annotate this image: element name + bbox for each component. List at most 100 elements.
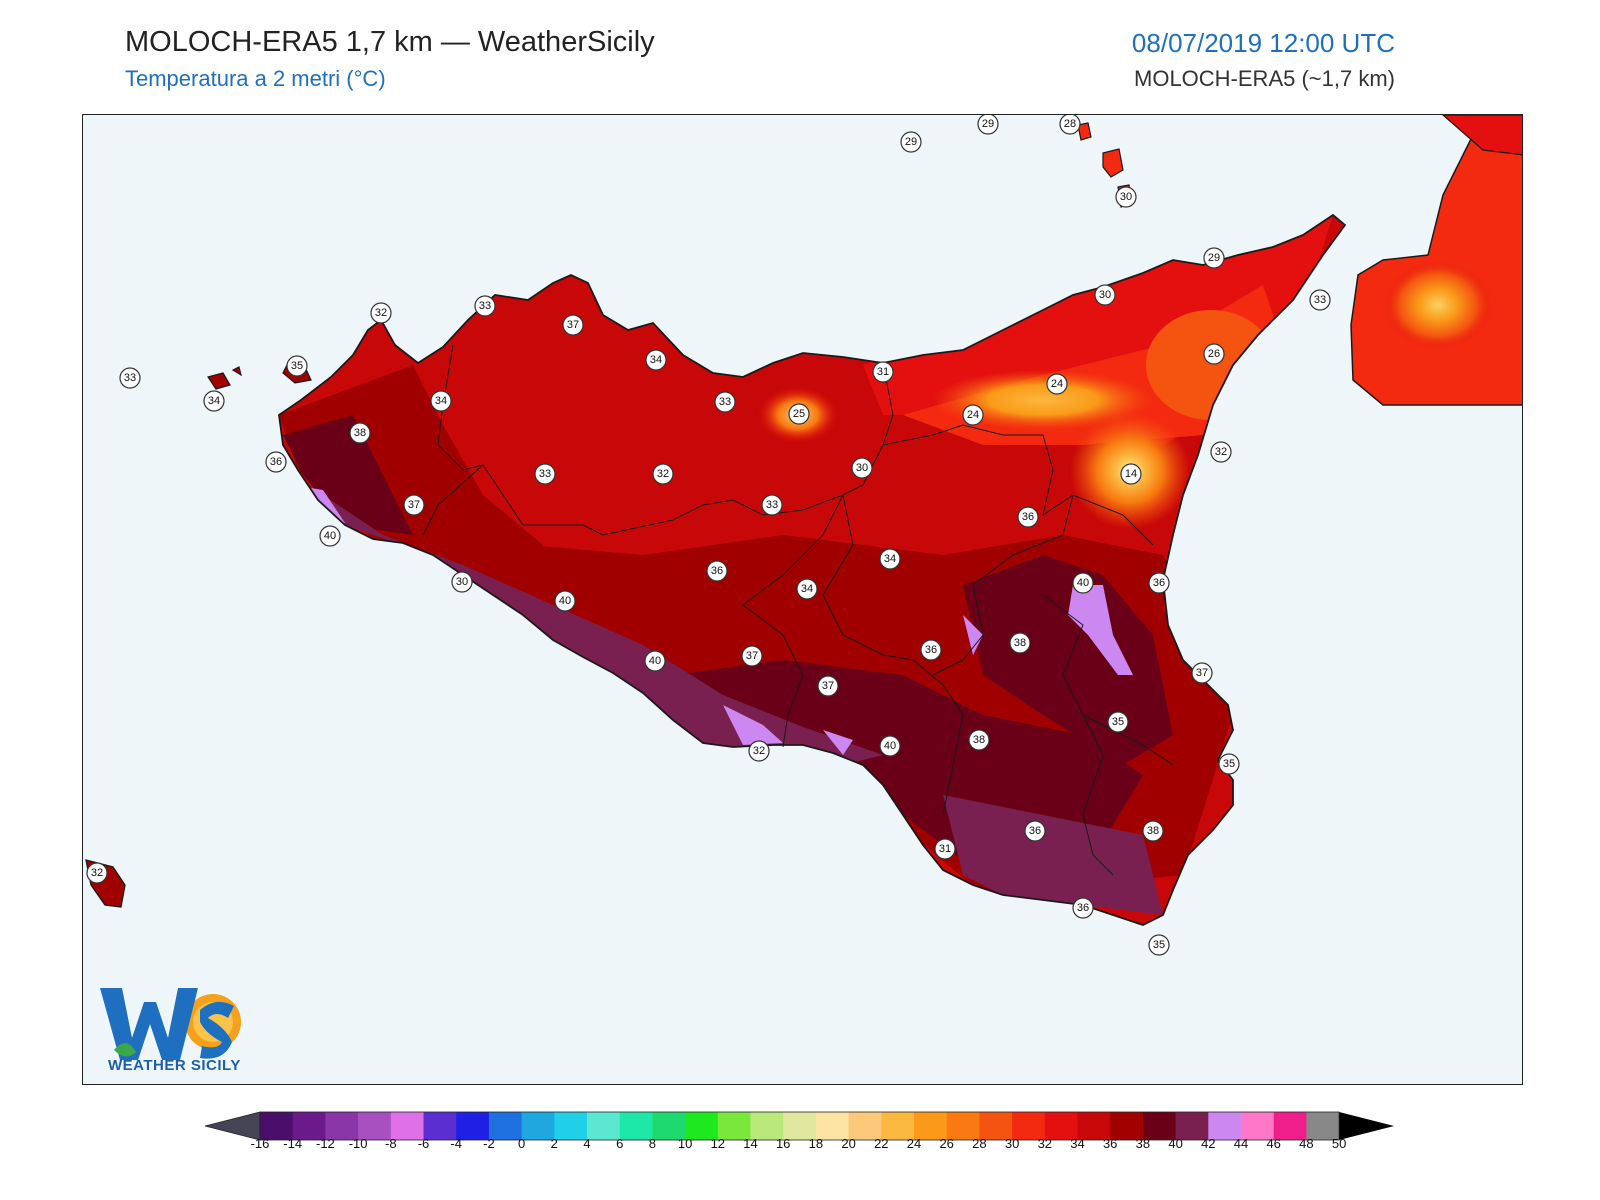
colorbar-cell	[881, 1112, 915, 1140]
colorbar-cell	[423, 1112, 457, 1140]
temperature-label: 40	[1072, 572, 1094, 594]
temperature-label: 34	[879, 548, 901, 570]
colorbar-cell	[750, 1112, 784, 1140]
svg-text:37: 37	[822, 680, 834, 692]
colorbar-tick-label: -6	[418, 1136, 430, 1151]
colorbar-tick-label: 10	[678, 1136, 692, 1151]
temperature-label: 37	[741, 645, 763, 667]
svg-text:38: 38	[1147, 825, 1159, 837]
colorbar-tick-label: 28	[972, 1136, 986, 1151]
svg-text:33: 33	[719, 396, 731, 408]
svg-text:38: 38	[973, 734, 985, 746]
temperature-label: 40	[554, 590, 576, 612]
svg-text:30: 30	[1099, 289, 1111, 301]
colorbar-tick-label: 22	[874, 1136, 888, 1151]
colorbar-tick-label: 2	[551, 1136, 558, 1151]
colorbar-tick-label: 32	[1038, 1136, 1052, 1151]
temperature-label: 26	[1203, 343, 1225, 365]
svg-text:29: 29	[982, 118, 994, 130]
temperature-label: 40	[644, 650, 666, 672]
temperature-label: 33	[714, 391, 736, 413]
temperature-label: 30	[851, 457, 873, 479]
temperature-label: 32	[652, 463, 674, 485]
colorbar-tick-label: 46	[1266, 1136, 1280, 1151]
temperature-label: 30	[1115, 186, 1137, 208]
colorbar-tick-label: -14	[283, 1136, 302, 1151]
colorbar-cell	[1273, 1112, 1307, 1140]
colorbar-tick-label: 14	[743, 1136, 757, 1151]
svg-text:36: 36	[1029, 825, 1041, 837]
svg-text:32: 32	[1215, 446, 1227, 458]
map-panel[interactable]: 29 29 28 30 29 30 33 33 37 32 34 33 35 34 34 38 36 37 40 33…	[82, 114, 1523, 1085]
colorbar-cell	[1306, 1112, 1340, 1140]
colorbar-cell	[685, 1112, 719, 1140]
temperature-label: 31	[872, 361, 894, 383]
svg-text:14: 14	[1125, 468, 1137, 480]
model-label: MOLOCH-ERA5 (~1,7 km)	[1134, 66, 1395, 91]
colorbar-cell	[1110, 1112, 1144, 1140]
svg-text:32: 32	[375, 307, 387, 319]
svg-text:32: 32	[753, 745, 765, 757]
svg-text:34: 34	[208, 395, 220, 407]
station-labels: 29 29 28 30 29 30 33 33 37 32 34 33 35 34 34 38 36 37 40 33…	[86, 115, 1331, 956]
map-title: MOLOCH-ERA5 1,7 km — WeatherSicily	[125, 26, 655, 58]
colorbar-tick-label: 34	[1070, 1136, 1084, 1151]
map-subtitle: Temperatura a 2 metri (°C)	[125, 66, 386, 91]
colorbar-cell	[1012, 1112, 1046, 1140]
colorbar-cell	[815, 1112, 850, 1140]
svg-text:35: 35	[1153, 939, 1165, 951]
weathersicily-logo	[100, 988, 241, 1060]
svg-text:30: 30	[456, 576, 468, 588]
svg-text:33: 33	[539, 468, 551, 480]
temperature-label: 32	[370, 302, 392, 324]
colorbar-cell	[717, 1112, 751, 1140]
svg-text:36: 36	[925, 644, 937, 656]
temperature-label: 35	[1107, 711, 1129, 733]
temperature-label: 24	[962, 404, 984, 426]
colorbar-cell	[358, 1112, 392, 1140]
temperature-label: 40	[879, 735, 901, 757]
colorbar-cell	[979, 1112, 1013, 1140]
colorbar-cell	[1142, 1112, 1177, 1140]
colorbar-tick-label: 12	[711, 1136, 725, 1151]
colorbar-tick-label: 38	[1136, 1136, 1150, 1151]
svg-text:31: 31	[939, 843, 951, 855]
colorbar-tick-label: 20	[841, 1136, 855, 1151]
temperature-label: 38	[1009, 632, 1031, 654]
temperature-label: 28	[1059, 115, 1081, 135]
colorbar-tick-label: 8	[649, 1136, 656, 1151]
svg-text:33: 33	[124, 372, 136, 384]
temperature-label: 33	[474, 295, 496, 317]
temperature-label: 38	[349, 422, 371, 444]
colorbar-cell	[1208, 1112, 1242, 1140]
svg-text:32: 32	[657, 468, 669, 480]
svg-text:24: 24	[1051, 378, 1063, 390]
colorbar-cell	[1044, 1112, 1078, 1140]
svg-text:38: 38	[1014, 637, 1026, 649]
colorbar-cell	[848, 1112, 882, 1140]
colorbar-cell	[946, 1112, 980, 1140]
colorbar-tick-label: -12	[316, 1136, 335, 1151]
temperature-label: 36	[706, 560, 728, 582]
svg-text:40: 40	[884, 740, 896, 752]
colorbar-tick-label: 36	[1103, 1136, 1117, 1151]
colorbar-tick-label: 6	[616, 1136, 623, 1151]
colorbar-cell	[783, 1112, 817, 1140]
svg-text:40: 40	[324, 530, 336, 542]
colorbar-cell	[587, 1112, 621, 1140]
temperature-label: 30	[451, 571, 473, 593]
temperature-label: 36	[1072, 897, 1094, 919]
svg-text:40: 40	[649, 655, 661, 667]
temperature-label: 38	[968, 729, 990, 751]
calabria-warm-spot	[1383, 260, 1493, 350]
temperature-label: 31	[934, 838, 956, 860]
temperature-label: 29	[900, 131, 922, 153]
svg-text:36: 36	[1077, 902, 1089, 914]
colorbar-cell	[390, 1112, 424, 1140]
colorbar-legend: -16 -14 -12 -10 -8 -6 -4 -2 0 2 4 6 8 10 12 14 16 18 20 22 2…	[205, 1111, 1395, 1151]
colorbar-cell	[456, 1112, 490, 1140]
svg-text:34: 34	[884, 553, 896, 565]
svg-text:35: 35	[1223, 758, 1235, 770]
temperature-label: 30	[1094, 284, 1116, 306]
colorbar-cell	[260, 1112, 294, 1140]
